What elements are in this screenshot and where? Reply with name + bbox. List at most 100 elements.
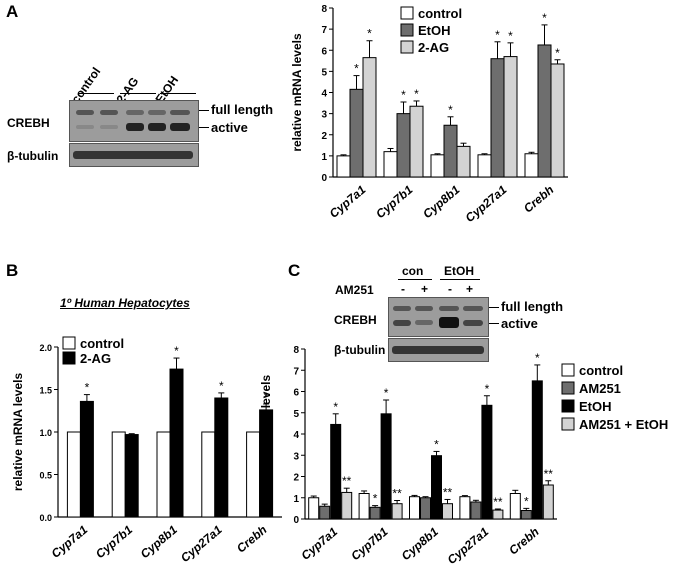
blot-c-crebh-image bbox=[388, 297, 489, 337]
chart-b-bar bbox=[201, 431, 216, 518]
chart-c-ytick-label: 8 bbox=[293, 345, 299, 356]
chart-a-significance: * bbox=[495, 28, 500, 42]
chart-a-bar bbox=[362, 57, 377, 178]
chart-a-legend-label: control bbox=[418, 6, 462, 21]
chart-c-bar bbox=[391, 503, 403, 520]
chart-c-ytick-label: 6 bbox=[293, 388, 299, 399]
chart-a-category-label: Cyp7b1 bbox=[373, 182, 415, 221]
chart-b-ytick-label: 0.5 bbox=[39, 471, 52, 481]
chart-a-category-label: Cyp7a1 bbox=[327, 182, 369, 220]
chart-c-bar bbox=[470, 501, 482, 520]
chart-a-category-label: Cyp27a1 bbox=[463, 182, 510, 225]
chart-c-legend-label: AM251 bbox=[579, 381, 621, 396]
chart-c-ytick-label: 0 bbox=[293, 515, 299, 526]
blot-a-row-crebh: CREBH bbox=[7, 116, 50, 130]
chart-a-legend-label: 2-AG bbox=[418, 40, 449, 55]
chart-b-bar bbox=[246, 431, 261, 518]
chart-c-bar bbox=[330, 423, 342, 520]
chart-c-bar bbox=[509, 493, 521, 520]
chart-c-bar bbox=[409, 496, 420, 520]
chart-c-significance: ** bbox=[544, 467, 554, 481]
chart-c-bar bbox=[341, 491, 353, 520]
blot-a-tubulin-image bbox=[69, 143, 199, 167]
chart-a-ytick-label: 0 bbox=[321, 173, 327, 184]
chart-c-ylabel: relative mRNA levels bbox=[259, 375, 273, 494]
panel-a-letter: A bbox=[6, 2, 19, 21]
chart-a-legend-swatch bbox=[400, 6, 414, 20]
chart-c-bar bbox=[520, 510, 532, 520]
panel-b-letter: B bbox=[6, 261, 19, 280]
chart-a-bar bbox=[430, 154, 445, 178]
chart-b-bar bbox=[111, 431, 126, 518]
chart-c-bar bbox=[542, 484, 554, 520]
chart-c-bar bbox=[380, 413, 392, 520]
chart-a-legend-swatch bbox=[400, 23, 414, 37]
blot-c-tubulin-image bbox=[388, 338, 489, 362]
chart-b-ytick-label: 0.0 bbox=[39, 513, 52, 523]
chart-c-bar bbox=[442, 503, 453, 520]
blot-c-underline-con bbox=[398, 279, 432, 280]
chart-b-category-label: Cyp7b1 bbox=[93, 522, 135, 561]
chart-c-legend-label: EtOH bbox=[579, 399, 612, 414]
chart-a-ytick-label: 6 bbox=[321, 46, 327, 57]
chart-b-significance: * bbox=[174, 344, 179, 358]
chart-a-ytick-label: 1 bbox=[321, 152, 327, 163]
chart-a-category-label: Crebh bbox=[521, 183, 557, 216]
chart-b-significance: * bbox=[219, 379, 224, 393]
chart-c-legend-swatch bbox=[561, 399, 575, 413]
chart-a-ytick-label: 8 bbox=[321, 4, 327, 15]
blot-c-pointer-active bbox=[489, 323, 499, 324]
chart-a-ytick-label: 5 bbox=[321, 67, 327, 78]
blot-c-sign-2: + bbox=[421, 282, 429, 296]
chart-c-significance: * bbox=[333, 400, 338, 414]
chart-c-category-label: Crebh bbox=[506, 525, 542, 558]
chart-a-ytick-label: 7 bbox=[321, 25, 327, 36]
chart-c-significance: * bbox=[384, 386, 389, 400]
blot-c-group-etoh: EtOH bbox=[444, 264, 474, 278]
chart-b-category-label: Cyp8b1 bbox=[138, 522, 180, 561]
chart-c-category-label: Cyp7a1 bbox=[298, 524, 340, 562]
chart-c-category-label: Cyp7b1 bbox=[348, 524, 390, 563]
chart-a-significance: * bbox=[367, 27, 372, 41]
chart-c-significance: ** bbox=[493, 495, 503, 509]
chart-b-category-label: Cyp7a1 bbox=[49, 522, 91, 560]
chart-b-legend-label: control bbox=[80, 336, 124, 351]
chart-c-ytick-label: 4 bbox=[293, 430, 299, 441]
chart-a-bar bbox=[383, 151, 398, 178]
chart-b-bar bbox=[214, 397, 229, 518]
chart-a-significance: * bbox=[508, 29, 513, 43]
chart-a-legend-swatch bbox=[400, 40, 414, 54]
chart-c-legend-swatch bbox=[561, 381, 575, 395]
chart-a-category-label: Cyp8b1 bbox=[420, 182, 462, 221]
lane-underline-2ag bbox=[120, 93, 156, 94]
blot-a-full-length-label: full length bbox=[211, 102, 274, 117]
chart-a-ytick-label: 3 bbox=[321, 110, 327, 121]
chart-b-ytick-label: 1.5 bbox=[39, 386, 52, 396]
blot-a-pointer-active bbox=[199, 127, 209, 128]
chart-b-bar bbox=[79, 400, 94, 518]
chart-c-legend-swatch bbox=[561, 363, 575, 377]
chart-a-bar bbox=[456, 145, 471, 178]
chart-c-bar bbox=[492, 509, 504, 520]
chart-a-significance: * bbox=[448, 103, 453, 117]
chart-c-ytick-label: 7 bbox=[293, 366, 299, 377]
blot-c-treatment-label: AM251 bbox=[335, 283, 374, 297]
chart-a-bar bbox=[409, 105, 424, 178]
chart-c-ytick-label: 2 bbox=[293, 473, 299, 484]
chart-c-bar bbox=[420, 497, 431, 520]
blot-c-pointer-full bbox=[489, 307, 499, 308]
chart-b-bar bbox=[66, 431, 81, 518]
blot-c-sign-3: - bbox=[448, 282, 452, 296]
chart-c-significance: * bbox=[524, 494, 529, 508]
blot-a-pointer-full bbox=[199, 110, 209, 111]
chart-c-legend-label: control bbox=[579, 363, 623, 378]
chart-a-bar bbox=[503, 56, 518, 178]
chart-b-bar bbox=[169, 368, 184, 518]
chart-a-ylabel: relative mRNA levels bbox=[290, 33, 304, 152]
blot-c-underline-etoh bbox=[440, 279, 480, 280]
blot-c-row-tubulin: β-tubulin bbox=[334, 343, 386, 357]
chart-a-bar bbox=[349, 88, 364, 178]
chart-b-legend-label: 2-AG bbox=[80, 351, 111, 366]
blot-c-group-con: con bbox=[402, 264, 424, 278]
chart-c-ytick-label: 1 bbox=[293, 494, 299, 505]
